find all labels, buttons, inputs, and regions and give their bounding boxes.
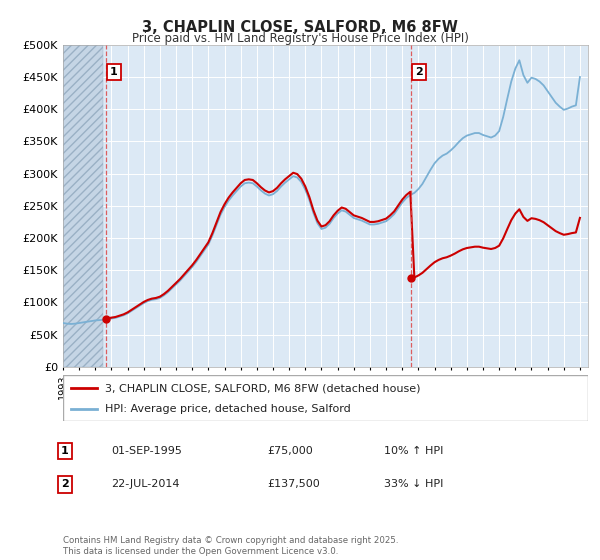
Text: £137,500: £137,500: [267, 479, 320, 489]
Text: Contains HM Land Registry data © Crown copyright and database right 2025.
This d: Contains HM Land Registry data © Crown c…: [63, 536, 398, 556]
Text: 33% ↓ HPI: 33% ↓ HPI: [384, 479, 443, 489]
Text: 01-SEP-1995: 01-SEP-1995: [111, 446, 182, 456]
Text: 10% ↑ HPI: 10% ↑ HPI: [384, 446, 443, 456]
Text: Price paid vs. HM Land Registry's House Price Index (HPI): Price paid vs. HM Land Registry's House …: [131, 32, 469, 45]
Text: 2: 2: [415, 67, 423, 77]
Text: 22-JUL-2014: 22-JUL-2014: [111, 479, 179, 489]
FancyBboxPatch shape: [63, 375, 588, 421]
Text: HPI: Average price, detached house, Salford: HPI: Average price, detached house, Salf…: [105, 404, 351, 414]
Text: £75,000: £75,000: [267, 446, 313, 456]
Text: 3, CHAPLIN CLOSE, SALFORD, M6 8FW: 3, CHAPLIN CLOSE, SALFORD, M6 8FW: [142, 20, 458, 35]
Text: 1: 1: [110, 67, 118, 77]
Text: 2: 2: [61, 479, 68, 489]
Text: 1: 1: [61, 446, 68, 456]
Text: 3, CHAPLIN CLOSE, SALFORD, M6 8FW (detached house): 3, CHAPLIN CLOSE, SALFORD, M6 8FW (detac…: [105, 383, 421, 393]
